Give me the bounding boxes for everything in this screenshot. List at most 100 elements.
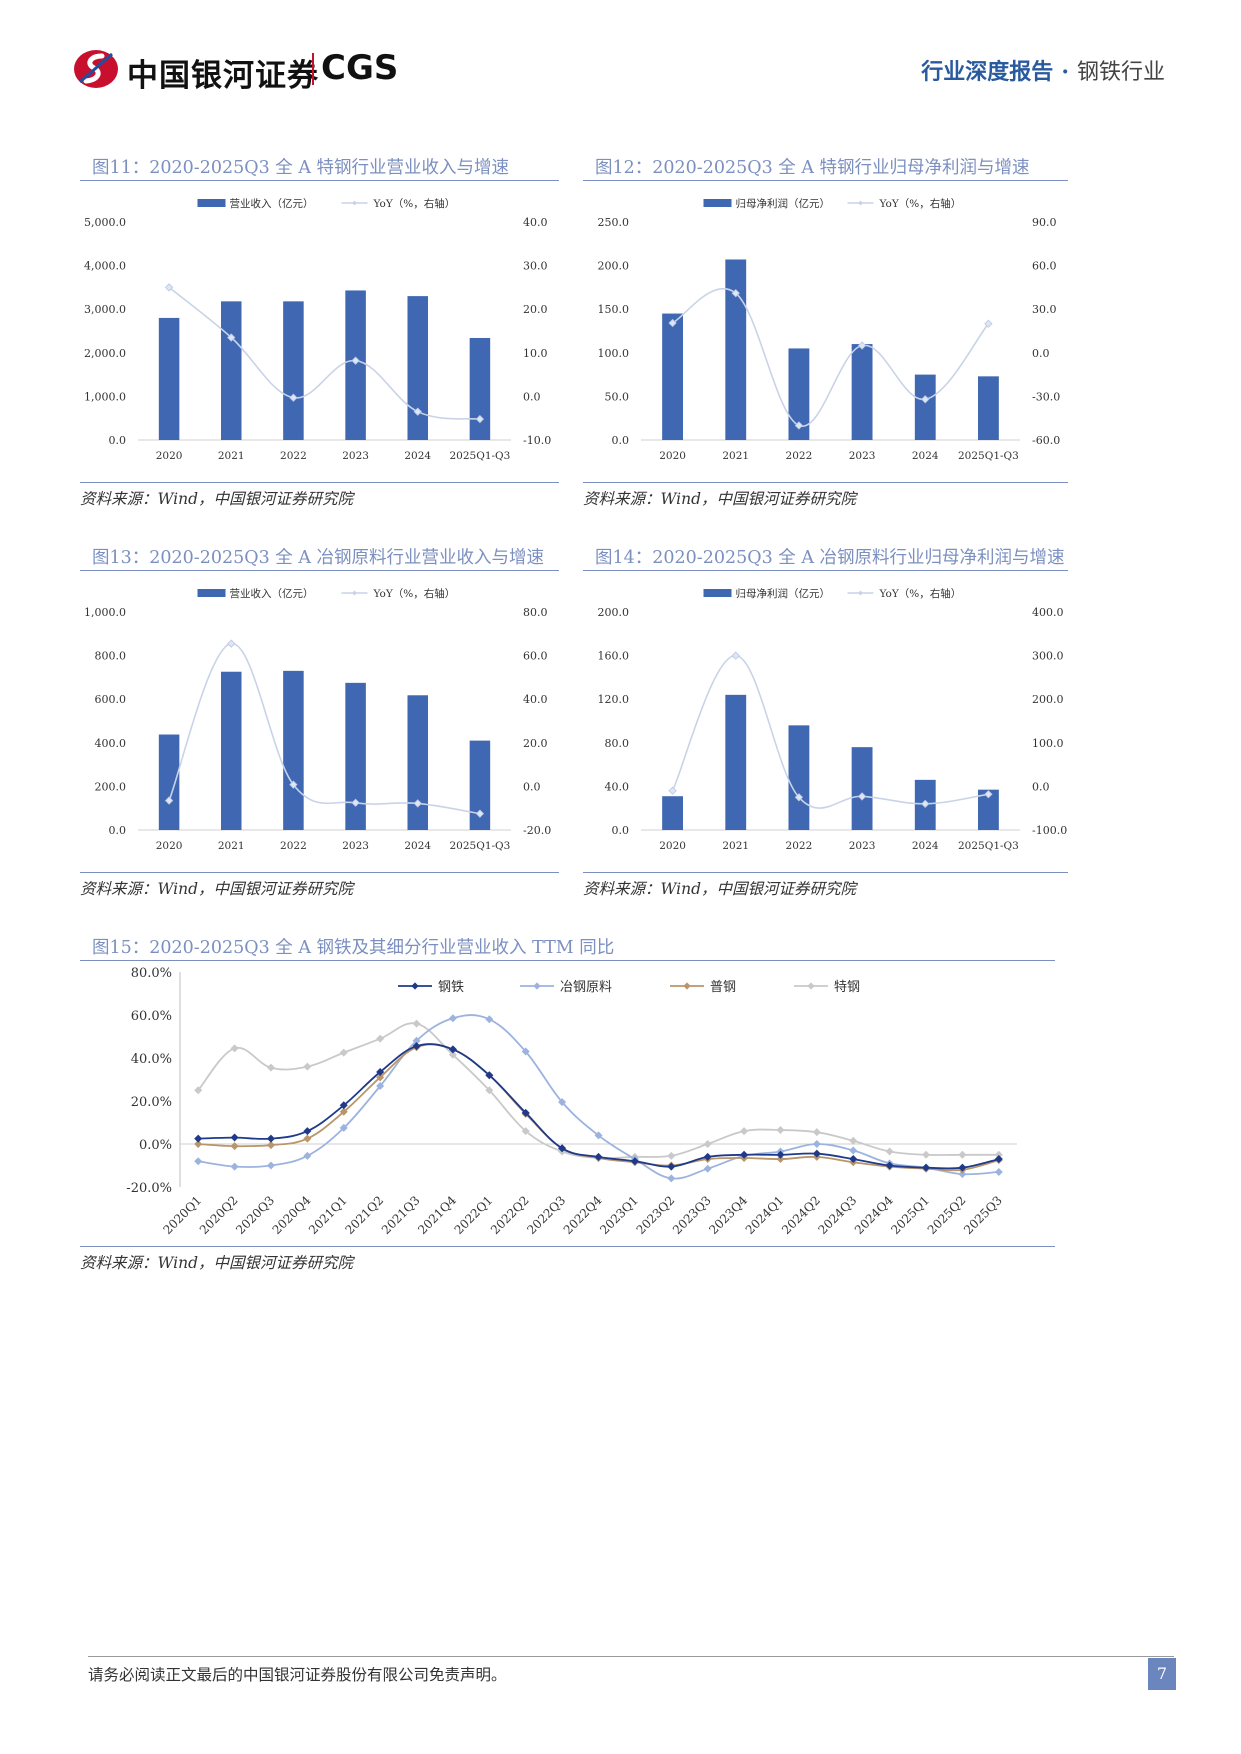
bar-2021 [725, 694, 747, 830]
point-钢铁-2021Q3 [412, 1042, 421, 1051]
yoy-line [671, 654, 989, 809]
x-axis-tick: 2021Q2 [342, 1193, 386, 1237]
right-axis-tick: -10.0 [523, 434, 551, 447]
bar-2025Q1-Q3 [977, 376, 999, 440]
point-特钢-2025Q2 [958, 1150, 967, 1159]
point-钢铁-2023Q2 [667, 1162, 676, 1171]
point-特钢-2023Q3 [703, 1140, 712, 1148]
x-axis-tick: 2020Q1 [160, 1193, 204, 1237]
left-axis-tick: 1,000.0 [84, 390, 126, 403]
series-钢铁 [194, 1042, 1003, 1172]
right-axis-tick: 200.0 [1032, 693, 1064, 706]
right-axis-tick: 20.0 [523, 737, 548, 750]
figure-11-bottom-rule [80, 482, 559, 483]
x-axis-tick: 2020 [156, 450, 183, 462]
legend-line-marker-icon [352, 590, 357, 596]
point-普钢-2024Q1 [776, 1155, 785, 1164]
x-axis-tick: 2023Q2 [634, 1193, 678, 1237]
left-axis-tick: 200.0 [598, 606, 630, 619]
x-axis-tick: 2020 [659, 450, 686, 462]
right-axis-tick: 400.0 [1032, 606, 1064, 619]
point-钢铁-2023Q3 [703, 1152, 712, 1161]
footer-disclaimer: 请务必阅读正文最后的中国银河证券股份有限公司免责声明。 [88, 1666, 507, 1684]
point-普钢-2020Q1 [194, 1140, 203, 1148]
figure-11-source: 资料来源：Wind，中国银河证券研究院 [80, 490, 354, 508]
point-钢铁-2022Q2 [521, 1108, 530, 1117]
point-特钢-2022Q1 [485, 1086, 494, 1095]
point-特钢-2020Q3 [266, 1063, 275, 1072]
point-冶钢原料-2020Q2 [230, 1162, 239, 1171]
legend-line-marker-icon [858, 590, 863, 596]
left-axis-tick: 40.0 [605, 780, 630, 793]
logo-separator [312, 53, 314, 85]
series-特钢 [194, 1019, 1003, 1162]
point-冶钢原料-2022Q1 [485, 1015, 494, 1024]
right-axis-tick: 30.0 [1032, 303, 1057, 316]
point-特钢-2024Q2 [812, 1128, 821, 1137]
point-特钢-2024Q3 [849, 1136, 858, 1145]
y-axis-tick: 20.0% [131, 1095, 172, 1110]
left-axis-tick: 1,000.0 [84, 606, 126, 619]
footer-rule [88, 1656, 1174, 1657]
logo-chinese-name: 中国银河证券 [127, 58, 319, 94]
x-axis-tick: 2023 [342, 840, 369, 852]
point-钢铁-2025Q3 [994, 1155, 1003, 1164]
right-axis-tick: 60.0 [523, 650, 548, 663]
series-冶钢原料 [194, 1014, 1003, 1183]
figure-15-title: 图15：2020-2025Q3 全 A 钢铁及其细分行业营业收入 TTM 同比 [92, 938, 615, 958]
y-axis-tick: 80.0% [131, 966, 172, 981]
left-axis-tick: 0.0 [612, 434, 630, 447]
point-钢铁-2021Q2 [376, 1067, 385, 1076]
bar-2025Q1-Q3 [469, 740, 491, 830]
legend-marker-icon [807, 982, 815, 990]
legend-line-label: YoY（%，右轴） [373, 587, 456, 600]
yoy-point-2023 [351, 798, 360, 807]
point-特钢-2020Q2 [230, 1044, 239, 1053]
point-冶钢原料-2025Q3 [994, 1167, 1003, 1176]
bar-2024 [914, 374, 936, 440]
point-特钢-2021Q3 [412, 1019, 421, 1028]
figure-14-chart: 归母净利润（亿元） YoY（%，右轴） 0.0 40.0 80.0 120.0 160.0 2… [598, 587, 1068, 852]
bar-2023 [851, 344, 873, 440]
x-axis-tick: 2021Q4 [415, 1193, 459, 1237]
x-axis-tick: 2022Q3 [524, 1193, 568, 1237]
right-axis-tick: 10.0 [523, 347, 548, 360]
y-axis-tick: 0.0% [139, 1138, 172, 1153]
bar-2022 [788, 725, 810, 830]
figure-15-top-rule [80, 960, 1055, 961]
yoy-point-2023 [351, 356, 360, 365]
point-钢铁-2025Q1 [922, 1163, 931, 1172]
x-axis-tick: 2025Q1-Q3 [449, 840, 510, 852]
right-axis-tick: 0.0 [523, 390, 541, 403]
right-axis-tick: -100.0 [1032, 824, 1067, 837]
point-钢铁-2025Q2 [958, 1163, 967, 1172]
left-axis-tick: 160.0 [598, 650, 630, 663]
separator-dot: · [1061, 59, 1069, 85]
report-type-label: 行业深度报告 [921, 59, 1054, 85]
right-axis-tick: 30.0 [523, 260, 548, 273]
figure-11-title: 图11：2020-2025Q3 全 A 特钢行业营业收入与增速 [92, 158, 510, 178]
point-冶钢原料-2023Q2 [667, 1174, 676, 1183]
x-axis-tick: 2021 [218, 450, 245, 462]
left-axis-tick: 4,000.0 [84, 260, 126, 273]
yoy-point-2024 [413, 407, 422, 416]
left-axis-tick: 200.0 [598, 260, 630, 273]
industry-label: 钢铁行业 [1076, 60, 1165, 85]
chart-legend: 营业收入（亿元） YoY（%，右轴） [197, 587, 456, 600]
y-axis-tick: -20.0% [126, 1181, 172, 1196]
bar-2023 [345, 682, 366, 830]
point-特钢-2020Q4 [303, 1062, 312, 1071]
point-钢铁-2020Q1 [194, 1134, 203, 1143]
legend-bar-swatch [197, 199, 226, 207]
page-header: 中国银河证券 CGS 行业深度报告 · 钢铁行业 [0, 0, 1241, 130]
x-axis-tick: 2022Q4 [561, 1193, 605, 1237]
right-axis-tick: 0.0 [523, 780, 541, 793]
point-特钢-2025Q1 [922, 1150, 931, 1159]
x-axis-tick: 2024 [404, 840, 431, 852]
x-axis-tick: 2025Q2 [925, 1193, 969, 1237]
yoy-point-2024 [413, 799, 422, 808]
x-axis-tick: 2024Q3 [816, 1193, 860, 1237]
legend-bar-label: 归母净利润（亿元） [736, 587, 831, 600]
yoy-point-2023 [857, 792, 867, 801]
point-冶钢原料-2023Q3 [703, 1164, 712, 1173]
